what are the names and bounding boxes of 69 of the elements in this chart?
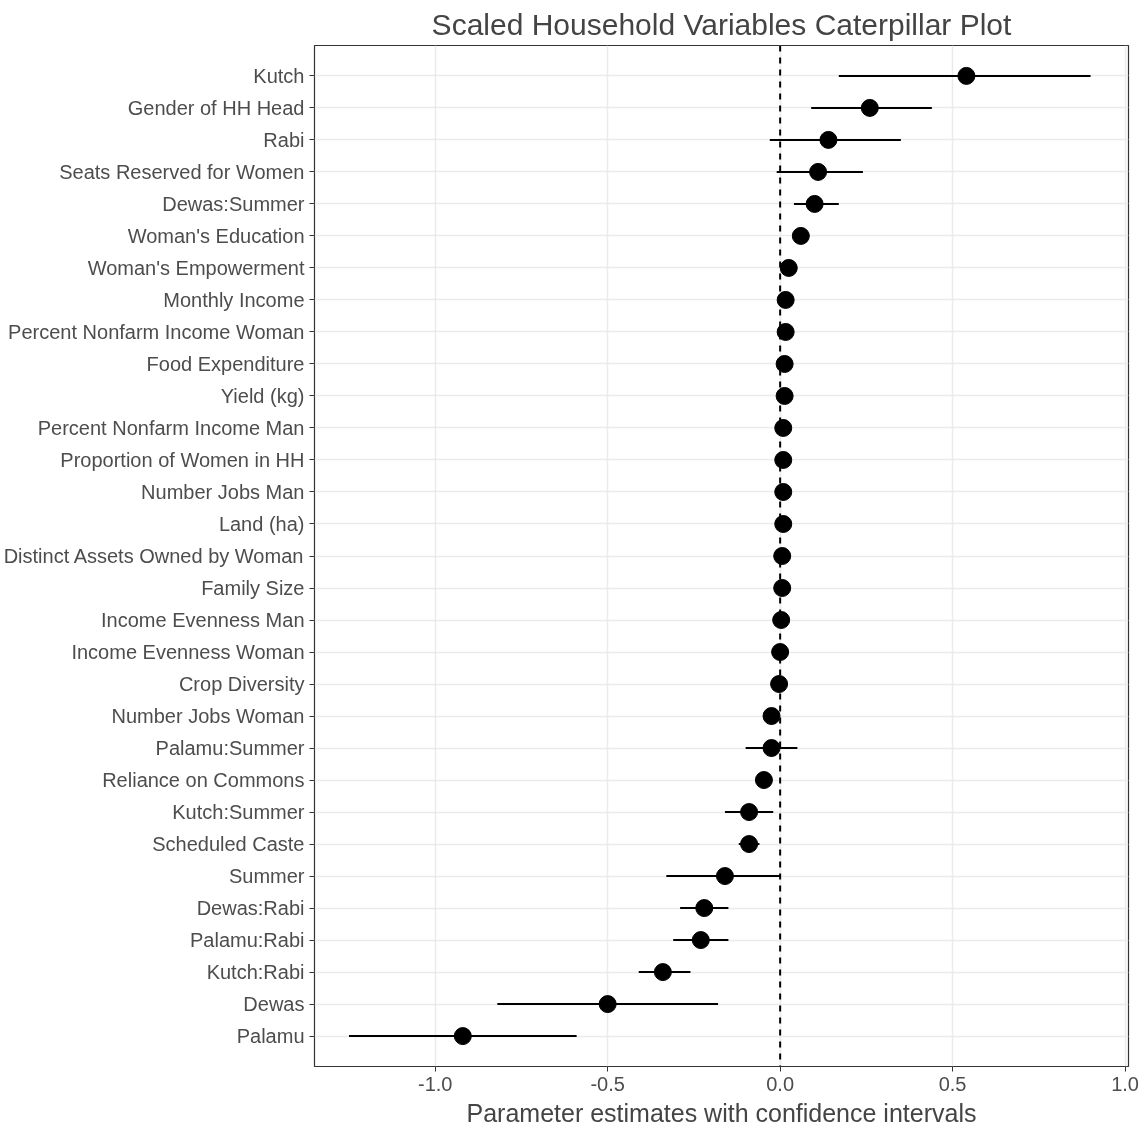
y-tick-label: Kutch:Rabi bbox=[206, 961, 305, 984]
y-tick-label: Percent Nonfarm Income Woman bbox=[8, 320, 305, 343]
y-tick-label: Monthly Income bbox=[163, 288, 305, 311]
point bbox=[774, 515, 793, 533]
y-tick-label: Distinct Assets Owned by Woman bbox=[3, 545, 304, 567]
y-tick-label: Number Jobs Man bbox=[141, 480, 305, 503]
point bbox=[740, 835, 759, 854]
x-tick-label: -1.0 bbox=[417, 1072, 453, 1095]
point bbox=[776, 322, 795, 341]
y-tick-label: Family Size bbox=[201, 577, 305, 600]
point bbox=[695, 899, 714, 918]
y-tick-label: Dewas bbox=[243, 993, 305, 1016]
point bbox=[453, 1027, 472, 1046]
y-tick-label: Palamu:Rabi bbox=[190, 929, 305, 952]
y-tick-label: Yield (kg) bbox=[220, 384, 305, 407]
point bbox=[819, 130, 838, 149]
point bbox=[774, 451, 793, 469]
y-tick-label: Income Evenness Woman bbox=[71, 641, 305, 664]
point bbox=[754, 771, 773, 790]
point bbox=[809, 162, 828, 181]
y-tick-label: Dewas:Summer bbox=[162, 192, 305, 215]
y-tick-label: Gender of HH Head bbox=[127, 96, 305, 119]
x-tick-label: 1.0 bbox=[1111, 1072, 1139, 1095]
point bbox=[598, 995, 617, 1014]
point bbox=[774, 483, 793, 501]
x-tick-label: 0.0 bbox=[766, 1072, 795, 1095]
y-tick-label: Woman's Education bbox=[127, 224, 305, 247]
point bbox=[762, 707, 781, 726]
point bbox=[805, 194, 824, 213]
chart-title: Scaled Household Variables Caterpillar Plot bbox=[431, 7, 1013, 41]
point bbox=[762, 739, 781, 758]
y-tick-label: Summer bbox=[228, 865, 305, 888]
y-tick-label: Palamu bbox=[236, 1025, 305, 1048]
point bbox=[770, 675, 789, 694]
point bbox=[860, 98, 879, 117]
y-tick-label: Percent Nonfarm Income Man bbox=[37, 416, 305, 439]
point bbox=[774, 418, 793, 437]
point bbox=[653, 963, 672, 982]
point bbox=[779, 258, 798, 277]
y-tick-label: Kutch bbox=[253, 64, 305, 87]
y-tick-label: Rabi bbox=[263, 128, 305, 151]
x-tick-label: 0.5 bbox=[938, 1072, 967, 1095]
y-tick-label: Kutch:Summer bbox=[172, 801, 305, 824]
point bbox=[772, 611, 791, 629]
point bbox=[776, 290, 795, 309]
y-tick-label: Reliance on Commons bbox=[102, 769, 305, 792]
x-tick-label: -0.5 bbox=[590, 1072, 625, 1095]
y-tick-label: Woman's Empowerment bbox=[87, 256, 305, 279]
y-tick-label: Scheduled Caste bbox=[152, 833, 305, 856]
point bbox=[957, 66, 976, 85]
y-tick-label: Income Evenness Man bbox=[101, 609, 305, 632]
point bbox=[771, 643, 790, 661]
y-tick-label: Land (ha) bbox=[218, 512, 305, 535]
y-tick-label: Dewas:Rabi bbox=[196, 897, 305, 920]
point bbox=[773, 547, 792, 565]
point bbox=[773, 579, 792, 597]
point bbox=[715, 867, 734, 886]
y-tick-label: Palamu:Summer bbox=[155, 737, 305, 760]
y-tick-label: Food Expenditure bbox=[146, 352, 305, 375]
point bbox=[740, 803, 759, 822]
y-tick-label: Seats Reserved for Women bbox=[59, 160, 305, 183]
point bbox=[775, 354, 794, 373]
y-tick-label: Crop Diversity bbox=[178, 673, 305, 696]
point bbox=[791, 226, 810, 245]
point bbox=[691, 931, 710, 950]
y-tick-label: Proportion of Women in HH bbox=[60, 448, 305, 471]
x-axis-title: Parameter estimates with confidence intervals bbox=[466, 1098, 977, 1127]
point bbox=[775, 386, 794, 405]
y-tick-label: Number Jobs Woman bbox=[111, 705, 305, 728]
